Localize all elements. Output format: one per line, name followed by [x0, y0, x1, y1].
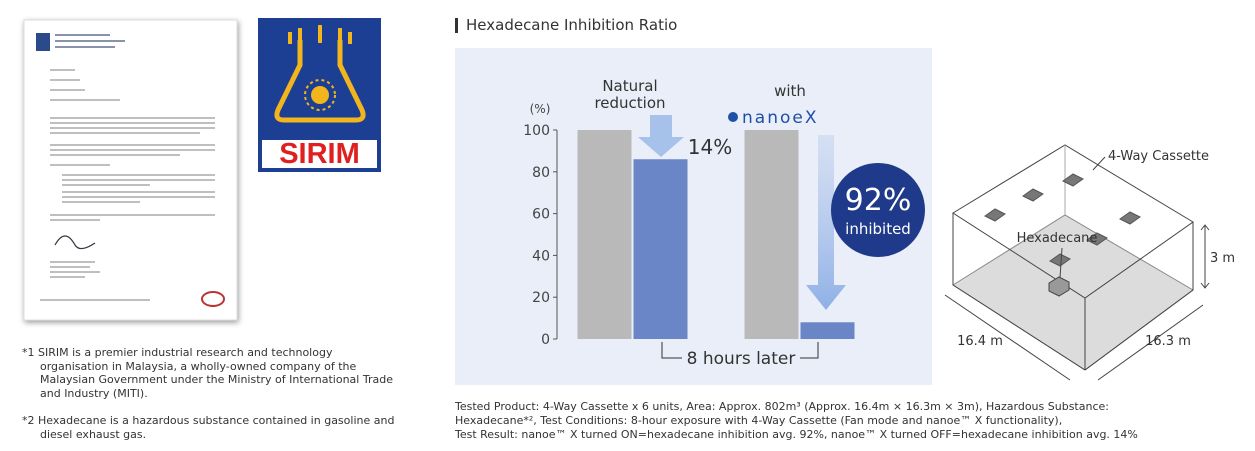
- footnote: *2 Hexadecane is a hazardous substance c…: [22, 414, 400, 441]
- diagram-label: 4-Way Cassette: [1108, 149, 1209, 164]
- annotation: 14%: [688, 135, 732, 159]
- diagram-label: 16.3 m: [1145, 334, 1191, 349]
- bar: [634, 159, 688, 339]
- y-axis-label: (%): [530, 102, 551, 116]
- sirim-logo: SIRIM: [258, 18, 381, 172]
- bar: [801, 322, 855, 339]
- page: SIRIM Hexadecane Inhibition Ratio (%) 0 20…: [0, 0, 1255, 451]
- diagram-label: Hexadecane: [1017, 231, 1098, 246]
- diagram-label: 3 m: [1210, 251, 1235, 266]
- category-label: with: [774, 82, 806, 100]
- y-tick-label: 40: [532, 248, 550, 264]
- footnote: *1 SIRIM is a premier industrial researc…: [22, 346, 400, 400]
- category-label-box: Natural reduction: [580, 78, 680, 118]
- caption-line: Test Result: nanoe™ X turned ON=hexadeca…: [455, 428, 1138, 441]
- y-tick-label: 80: [532, 165, 550, 181]
- annotation: inhibited: [845, 220, 911, 238]
- annotation: 8 hours later: [687, 349, 796, 369]
- y-tick-label: 20: [532, 290, 550, 306]
- chart-title: Hexadecane Inhibition Ratio: [466, 16, 677, 34]
- caption-line: Hexadecane*², Test Conditions: 8-hour ex…: [455, 414, 1062, 427]
- title-bar: [455, 18, 458, 33]
- logo-text: SIRIM: [279, 138, 360, 170]
- bar: [745, 130, 799, 339]
- annotation: 92%: [845, 183, 912, 218]
- brand-dot: [728, 112, 738, 122]
- category-label: Natural reduction: [590, 78, 670, 112]
- caption-line: Tested Product: 4-Way Cassette x 6 units…: [455, 400, 1109, 413]
- y-tick-label: 100: [523, 123, 550, 139]
- bar: [578, 130, 632, 339]
- brand-logo: nanoeX: [742, 108, 818, 128]
- y-tick-label: 60: [532, 207, 550, 223]
- diagram-label: 16.4 m: [957, 334, 1003, 349]
- y-tick-label: 0: [541, 332, 550, 348]
- certificate: [24, 20, 237, 320]
